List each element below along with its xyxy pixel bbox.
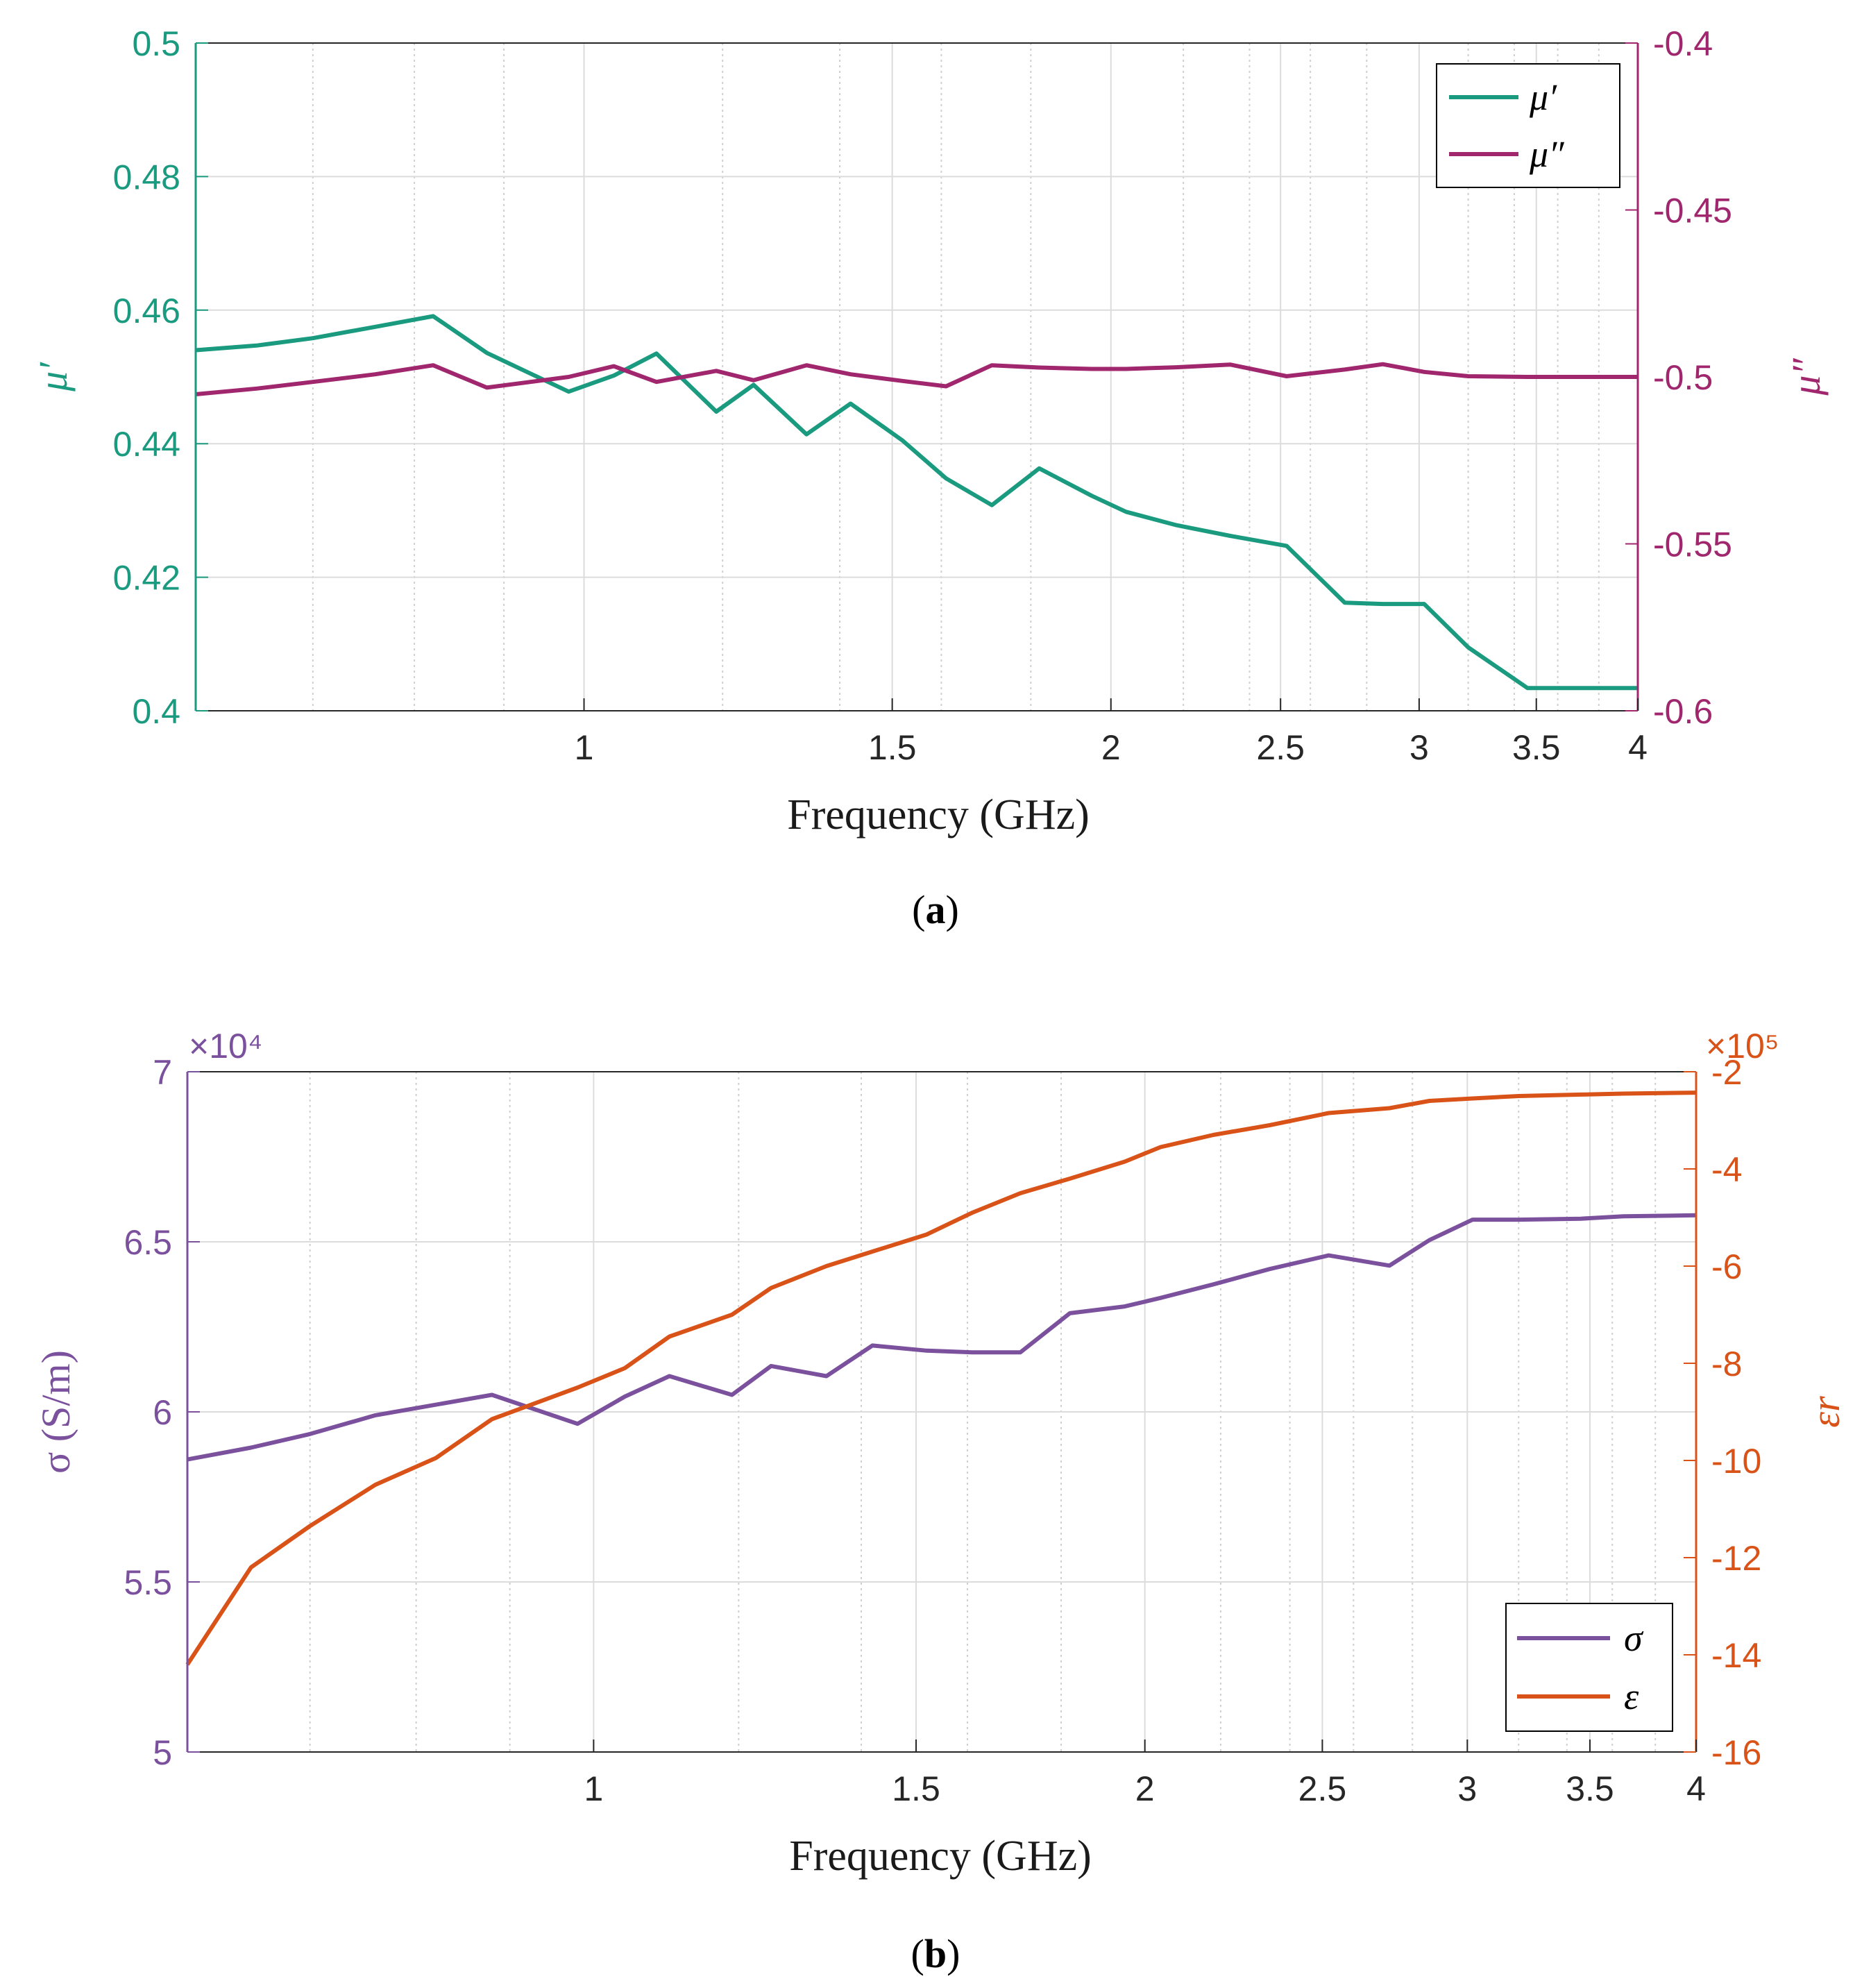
series-line-a-0 (195, 314, 1638, 691)
legend-box (1436, 63, 1620, 188)
x-tick-label: 3.5 (1512, 728, 1561, 767)
right-tick-label: -0.55 (1653, 525, 1732, 564)
panel-b-right-multiplier: ×10⁵ (1706, 1027, 1779, 1065)
legend-box (1505, 1603, 1673, 1732)
panel-a-plot-area (196, 43, 1638, 711)
series-line-a-1 (195, 362, 1638, 396)
right-tick-label: -4 (1711, 1150, 1742, 1189)
panel-b-axes: 1 1.5 2 2.5 3 3.5 4 5 5.5 6 6.5 7 -16 -14 -12 -10 -8 -6 -4… (124, 1053, 1761, 1808)
x-tick-label: 1 (575, 728, 594, 767)
right-tick-label: -0.45 (1653, 192, 1732, 230)
right-tick-label: -8 (1711, 1345, 1742, 1383)
x-tick-label: 4 (1628, 728, 1648, 767)
series-line-b-0 (187, 1213, 1697, 1462)
left-tick-label: 0.44 (113, 425, 180, 464)
x-tick-label: 2.5 (1298, 1769, 1347, 1808)
x-tick-label: 1 (584, 1769, 603, 1808)
x-tick-label: 3 (1409, 728, 1429, 767)
left-tick-label: 0.5 (132, 24, 180, 63)
panel-b-xlabel: Frequency (GHz) (789, 1833, 1092, 1880)
left-tick-label: 0.42 (113, 559, 180, 598)
right-tick-label: -12 (1711, 1539, 1761, 1578)
left-tick-label: 0.4 (132, 692, 180, 731)
panel-b-ylabel-left: σ (S/m) (33, 1350, 78, 1474)
left-tick-label: 0.48 (113, 158, 180, 196)
right-tick-label: -14 (1711, 1636, 1761, 1675)
legend-label-mu-double-prime: μ″ (1529, 133, 1564, 175)
panel-a-ylabel-right: μ″ (1784, 358, 1829, 396)
left-tick-label: 6 (153, 1393, 172, 1432)
panel-b: 1 1.5 2 2.5 3 3.5 4 5 5.5 6 6.5 7 -16 -14 -12 -10 -8 -6 -4… (33, 1027, 1848, 1976)
right-tick-label: -0.6 (1653, 692, 1713, 731)
left-tick-label: 6.5 (124, 1223, 172, 1262)
panel-a-series (195, 314, 1638, 691)
x-tick-label: 1.5 (868, 728, 917, 767)
x-tick-label: 4 (1686, 1769, 1706, 1808)
panel-b-caption: (b) (911, 1931, 960, 1976)
x-tick-label: 2 (1101, 728, 1121, 767)
x-tick-label: 2 (1135, 1769, 1155, 1808)
panel-b-legend: σ ε (1505, 1603, 1673, 1732)
legend-label-mu-prime: μ′ (1529, 76, 1557, 118)
panel-a-caption-letter: a (926, 887, 946, 932)
panel-a-axes: 1 1.5 2 2.5 3 3.5 4 0.4 0.42 0.44 0.46 0.48 0.5 -0.6 -… (113, 24, 1732, 767)
panel-a-ylabel-left: μ′ (31, 362, 76, 392)
series-line-b-1 (185, 1090, 1697, 1666)
legend-label-epsilon: ε (1624, 1676, 1639, 1717)
panel-b-caption-letter: b (924, 1931, 947, 1976)
left-tick-label: 5.5 (124, 1563, 172, 1602)
x-tick-label: 2.5 (1256, 728, 1305, 767)
panel-a-caption: (a) (912, 887, 959, 932)
x-tick-label: 3.5 (1566, 1769, 1614, 1808)
right-tick-label: -0.4 (1653, 24, 1713, 63)
right-tick-label: -10 (1711, 1442, 1761, 1481)
panel-a-legend: μ′ μ″ (1436, 63, 1620, 188)
legend-label-sigma: σ (1624, 1617, 1644, 1659)
panel-b-series (185, 1090, 1697, 1666)
x-tick-label: 1.5 (892, 1769, 940, 1808)
panel-a-xlabel: Frequency (GHz) (787, 791, 1090, 839)
right-tick-label: -2 (1711, 1053, 1742, 1092)
right-tick-label: -0.5 (1653, 358, 1713, 397)
right-tick-label: -16 (1711, 1733, 1761, 1772)
panel-b-left-multiplier: ×10⁴ (189, 1027, 262, 1065)
panel-a: 1 1.5 2 2.5 3 3.5 4 0.4 0.42 0.44 0.46 0.48 0.5 -0.6 -… (31, 24, 1829, 932)
left-tick-label: 0.46 (113, 292, 180, 330)
right-tick-label: -6 (1711, 1247, 1742, 1286)
x-tick-label: 3 (1457, 1769, 1477, 1808)
left-tick-label: 5 (153, 1733, 172, 1772)
left-tick-label: 7 (153, 1053, 172, 1092)
panel-b-ylabel-right: εr (1803, 1396, 1848, 1428)
